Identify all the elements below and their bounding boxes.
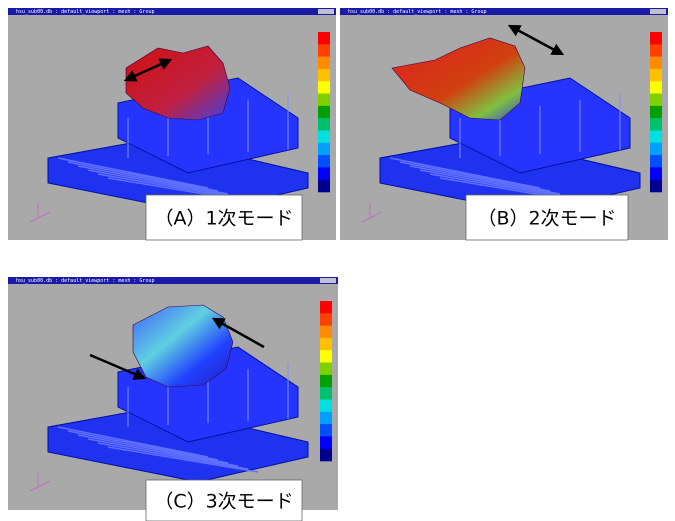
legend-color-segment xyxy=(650,180,662,193)
legend-color-segment xyxy=(318,130,330,143)
window-buttons xyxy=(320,278,336,283)
legend-color-segment xyxy=(320,449,332,462)
legend-color-segment xyxy=(650,167,662,180)
window-title: hsu_sub00.db : default_viewport : mesh :… xyxy=(16,278,154,284)
legend-color-segment xyxy=(320,387,332,400)
window-title: hsu_sub00.db : default_viewport : mesh :… xyxy=(16,9,154,15)
deformed-part xyxy=(133,305,233,387)
legend-color-segment xyxy=(318,57,330,70)
legend-color-segment xyxy=(318,143,330,156)
legend-color-segment xyxy=(650,130,662,143)
legend-color-segment xyxy=(318,155,330,168)
viewport-panel: hsu_sub00.db : default_viewport : mesh :… xyxy=(8,8,336,240)
viewport-panel: hsu_sub00.db : default_viewport : mesh :… xyxy=(8,277,338,521)
legend-color-segment xyxy=(650,143,662,156)
caption: （B）2次モード xyxy=(477,208,616,230)
legend-color-segment xyxy=(320,424,332,437)
legend-color-segment xyxy=(318,118,330,131)
figure: hsu_sub00.db : default_viewport : mesh :… xyxy=(0,0,675,521)
legend-color-segment xyxy=(318,167,330,180)
window-buttons xyxy=(318,9,334,14)
legend-color-segment xyxy=(320,350,332,363)
legend-color-segment xyxy=(650,81,662,94)
legend-color-segment xyxy=(650,118,662,131)
legend-color-segment xyxy=(650,57,662,70)
viewport-panel: hsu_sub00.db : default_viewport : mesh :… xyxy=(340,8,668,240)
legend-color-segment xyxy=(320,301,332,314)
legend-color-segment xyxy=(320,363,332,376)
legend-color-segment xyxy=(320,313,332,326)
legend-color-segment xyxy=(650,44,662,57)
legend-color-segment xyxy=(318,106,330,119)
legend-color-segment xyxy=(320,375,332,388)
legend-color-segment xyxy=(318,32,330,45)
legend-color-segment xyxy=(650,94,662,107)
caption: （A）1次モード xyxy=(154,208,293,230)
legend-color-segment xyxy=(318,81,330,94)
legend-color-segment xyxy=(318,69,330,82)
legend-color-segment xyxy=(320,326,332,339)
legend-color-segment xyxy=(320,399,332,412)
legend-color-segment xyxy=(650,32,662,45)
window-buttons xyxy=(650,9,666,14)
caption: （C）3次モード xyxy=(154,491,293,513)
legend-color-segment xyxy=(318,44,330,57)
legend-color-segment xyxy=(318,94,330,107)
legend-color-segment xyxy=(650,155,662,168)
legend-color-segment xyxy=(650,69,662,82)
legend-color-segment xyxy=(320,338,332,351)
window-title: hsu_sub00.db : default_viewport : mesh :… xyxy=(348,9,486,15)
legend-color-segment xyxy=(318,180,330,193)
legend-color-segment xyxy=(320,412,332,425)
legend-color-segment xyxy=(320,436,332,449)
legend-color-segment xyxy=(650,106,662,119)
